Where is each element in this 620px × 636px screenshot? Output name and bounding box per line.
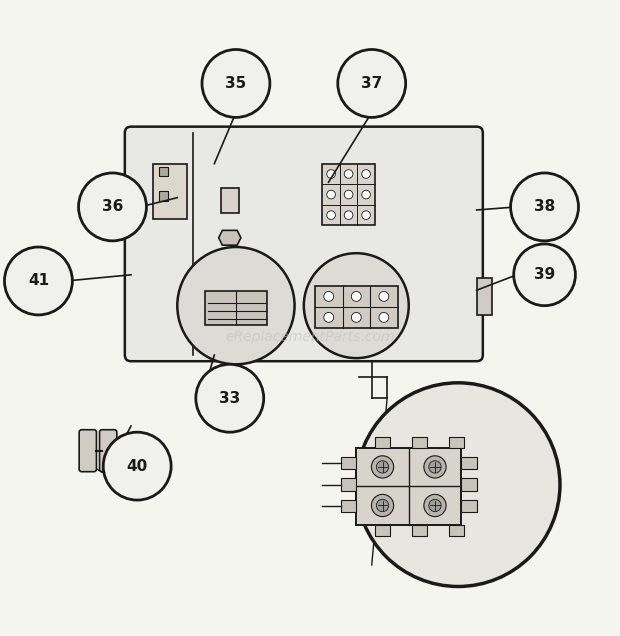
Text: 40: 40 (126, 459, 148, 474)
Circle shape (511, 173, 578, 241)
Circle shape (202, 50, 270, 118)
Bar (461, 500, 477, 513)
Circle shape (429, 499, 441, 511)
Bar (461, 478, 477, 491)
FancyBboxPatch shape (100, 430, 117, 472)
Circle shape (352, 312, 361, 322)
Bar (449, 436, 464, 448)
Circle shape (4, 247, 73, 315)
Bar (449, 525, 464, 536)
Bar (356, 448, 461, 525)
Bar (341, 500, 356, 513)
Circle shape (79, 173, 146, 241)
Polygon shape (219, 230, 241, 245)
Circle shape (324, 312, 334, 322)
Circle shape (344, 211, 353, 219)
Bar (315, 286, 397, 328)
Text: 35: 35 (225, 76, 247, 91)
Bar (375, 525, 390, 536)
Bar (159, 167, 168, 176)
Text: eReplacementParts.com: eReplacementParts.com (225, 329, 395, 343)
FancyBboxPatch shape (79, 430, 97, 472)
Circle shape (327, 190, 335, 199)
Text: 37: 37 (361, 76, 383, 91)
Circle shape (356, 383, 560, 586)
Circle shape (327, 211, 335, 219)
Text: 39: 39 (534, 267, 555, 282)
Circle shape (514, 244, 575, 306)
Text: 38: 38 (534, 200, 555, 214)
Bar (205, 291, 267, 326)
Bar (341, 457, 356, 469)
Circle shape (352, 291, 361, 301)
Circle shape (429, 460, 441, 473)
Circle shape (344, 170, 353, 178)
Circle shape (361, 170, 370, 178)
Text: 41: 41 (28, 273, 49, 289)
Circle shape (196, 364, 264, 432)
Bar (153, 163, 187, 219)
Circle shape (361, 211, 370, 219)
Bar (477, 278, 492, 315)
Circle shape (371, 494, 394, 516)
Bar (159, 191, 168, 201)
Circle shape (371, 456, 394, 478)
Circle shape (376, 499, 389, 511)
Bar (412, 436, 427, 448)
Circle shape (177, 247, 294, 364)
FancyBboxPatch shape (125, 127, 483, 361)
Circle shape (379, 312, 389, 322)
Bar (322, 163, 375, 225)
Circle shape (361, 190, 370, 199)
Text: 33: 33 (219, 391, 241, 406)
Circle shape (344, 190, 353, 199)
Circle shape (304, 253, 409, 358)
Text: 36: 36 (102, 200, 123, 214)
Circle shape (379, 291, 389, 301)
Circle shape (376, 460, 389, 473)
Circle shape (338, 50, 405, 118)
Bar (221, 188, 239, 213)
Bar (412, 525, 427, 536)
Bar (341, 478, 356, 491)
Circle shape (104, 432, 171, 500)
Circle shape (424, 494, 446, 516)
Circle shape (324, 291, 334, 301)
Bar (375, 436, 390, 448)
Circle shape (327, 170, 335, 178)
Bar (461, 457, 477, 469)
Circle shape (424, 456, 446, 478)
